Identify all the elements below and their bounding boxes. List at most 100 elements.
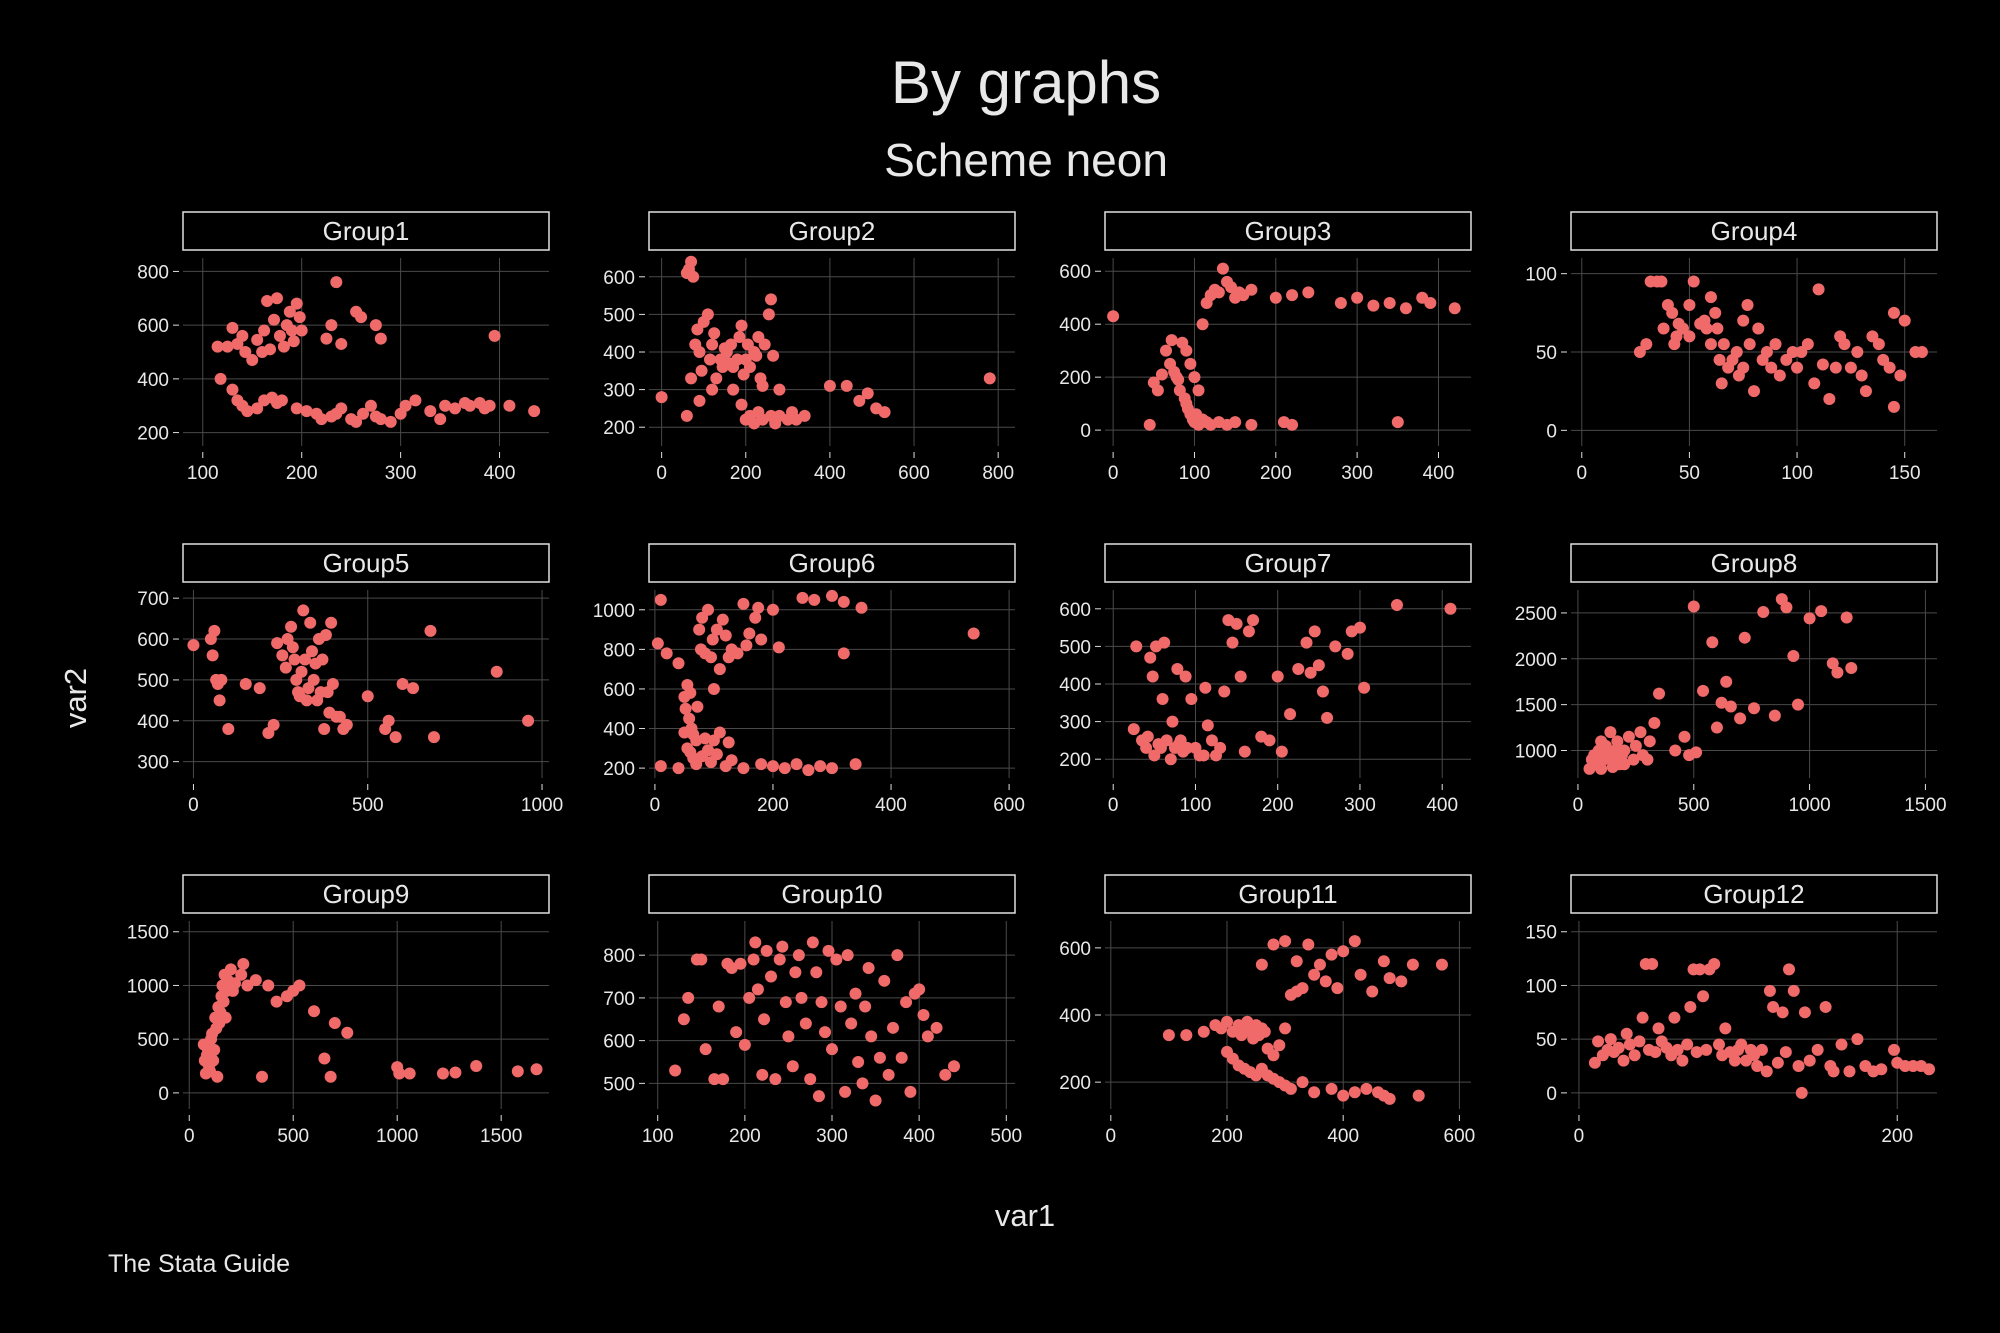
scatter-point: [1143, 418, 1156, 431]
scatter-point: [837, 647, 850, 660]
y-tick-label: 1000: [1515, 741, 1557, 762]
scatter-point: [740, 639, 753, 652]
x-tick-label: 300: [816, 1126, 848, 1147]
scatter-point: [1156, 693, 1169, 706]
scatter-point: [237, 957, 250, 970]
scatter-point: [758, 338, 771, 351]
x-tick-label: 0: [656, 463, 667, 484]
scatter-point: [424, 624, 437, 637]
scatter-point: [849, 987, 862, 1000]
y-tick-label: 200: [1059, 368, 1091, 389]
scatter-point: [273, 329, 286, 342]
scatter-point: [798, 409, 811, 422]
panel-4: Group4 0 50 100 0 50 100 150: [1525, 211, 1938, 484]
scatter-point: [439, 399, 452, 412]
scatter-point: [790, 758, 803, 771]
scatter-point: [1391, 416, 1404, 429]
scatter-point: [1366, 985, 1379, 998]
x-tick-label: 300: [1341, 463, 1373, 484]
scatter-point: [226, 321, 239, 334]
scatter-point: [1629, 739, 1642, 752]
scatter-point: [869, 1094, 882, 1107]
y-tick-label: 500: [137, 1030, 169, 1051]
scatter-point: [403, 1067, 416, 1080]
y-tick-label: 400: [137, 370, 169, 391]
y-tick-label: 100: [1525, 265, 1557, 286]
x-tick-label: 100: [187, 463, 219, 484]
scatter-point: [1743, 338, 1756, 351]
scatter-point: [1383, 297, 1396, 310]
scatter-point: [299, 653, 311, 666]
scatter-point: [712, 1000, 725, 1013]
scatter-point: [856, 1077, 869, 1090]
scatter-point: [799, 1017, 812, 1030]
scatter-point: [1708, 957, 1721, 970]
x-tick-label: 0: [1106, 1126, 1117, 1147]
scatter-point: [393, 1067, 406, 1080]
scatter-point: [1229, 416, 1242, 429]
x-tick-label: 200: [730, 463, 762, 484]
x-tick-label: 100: [642, 1126, 674, 1147]
x-tick-label: 300: [385, 463, 417, 484]
scatter-point: [1697, 684, 1710, 697]
scatter-point: [300, 694, 313, 707]
scatter-point: [804, 1073, 817, 1086]
scatter-point: [1296, 982, 1309, 995]
scatter-point: [293, 979, 306, 992]
scatter-point: [1840, 611, 1853, 624]
scatter-point: [357, 407, 370, 420]
scatter-point: [878, 406, 891, 419]
scatter-point: [1888, 1043, 1901, 1056]
scatter-point: [756, 379, 769, 392]
scatter-point: [1634, 726, 1647, 739]
scatter-point: [253, 682, 266, 695]
scatter-point: [1737, 361, 1750, 374]
scatter-point: [1641, 753, 1654, 766]
scatter-point: [731, 647, 744, 660]
y-tick-label: 200: [137, 424, 169, 445]
scatter-point: [262, 979, 275, 992]
y-tick-label: 0: [1546, 421, 1557, 442]
scatter-point: [1444, 602, 1457, 615]
scatter-point: [1734, 712, 1747, 725]
scatter-point: [772, 641, 785, 654]
y-tick-label: 600: [1059, 939, 1091, 960]
scatter-point: [706, 383, 719, 396]
scatter-point: [1666, 306, 1679, 319]
scatter-point: [1588, 1056, 1601, 1069]
y-tick-label: 0: [1546, 1084, 1557, 1105]
scatter-point: [769, 1073, 782, 1086]
figure-title: By graphs: [891, 49, 1161, 116]
panel-6: Group6 200 400 600 800 1000 0 200 400 600: [593, 543, 1025, 816]
x-tick-label: 300: [1344, 795, 1376, 816]
scatter-point: [1221, 1015, 1233, 1028]
scatter-point: [1592, 1035, 1605, 1048]
scatter-point: [1883, 361, 1896, 374]
scatter-point: [1353, 621, 1366, 634]
scatter-point: [213, 694, 226, 707]
scatter-point: [208, 1043, 221, 1056]
scatter-point: [490, 665, 503, 678]
scatter-point: [335, 402, 348, 415]
scatter-point: [326, 678, 339, 690]
scatter-point: [704, 353, 716, 366]
scatter-point: [1646, 957, 1659, 970]
scatter-point: [1827, 1065, 1840, 1078]
scatter-point: [285, 324, 298, 337]
scatter-point: [389, 731, 402, 744]
scatter-point: [434, 413, 447, 426]
x-tick-label: 1000: [376, 1126, 418, 1147]
panel-header-box: [648, 874, 1016, 914]
scatter-point: [845, 1017, 858, 1030]
scatter-point: [710, 372, 723, 385]
scatter-point: [1205, 734, 1218, 747]
scatter-point: [895, 1051, 908, 1064]
scatter-point: [1617, 1054, 1630, 1067]
scatter-point: [409, 394, 422, 407]
scatter-point: [1652, 1022, 1665, 1035]
panel-title: Group9: [323, 879, 410, 909]
scatter-point: [1319, 975, 1332, 988]
scatter-point: [1894, 369, 1907, 382]
scatter-point: [287, 335, 300, 348]
scatter-point: [1595, 762, 1608, 775]
